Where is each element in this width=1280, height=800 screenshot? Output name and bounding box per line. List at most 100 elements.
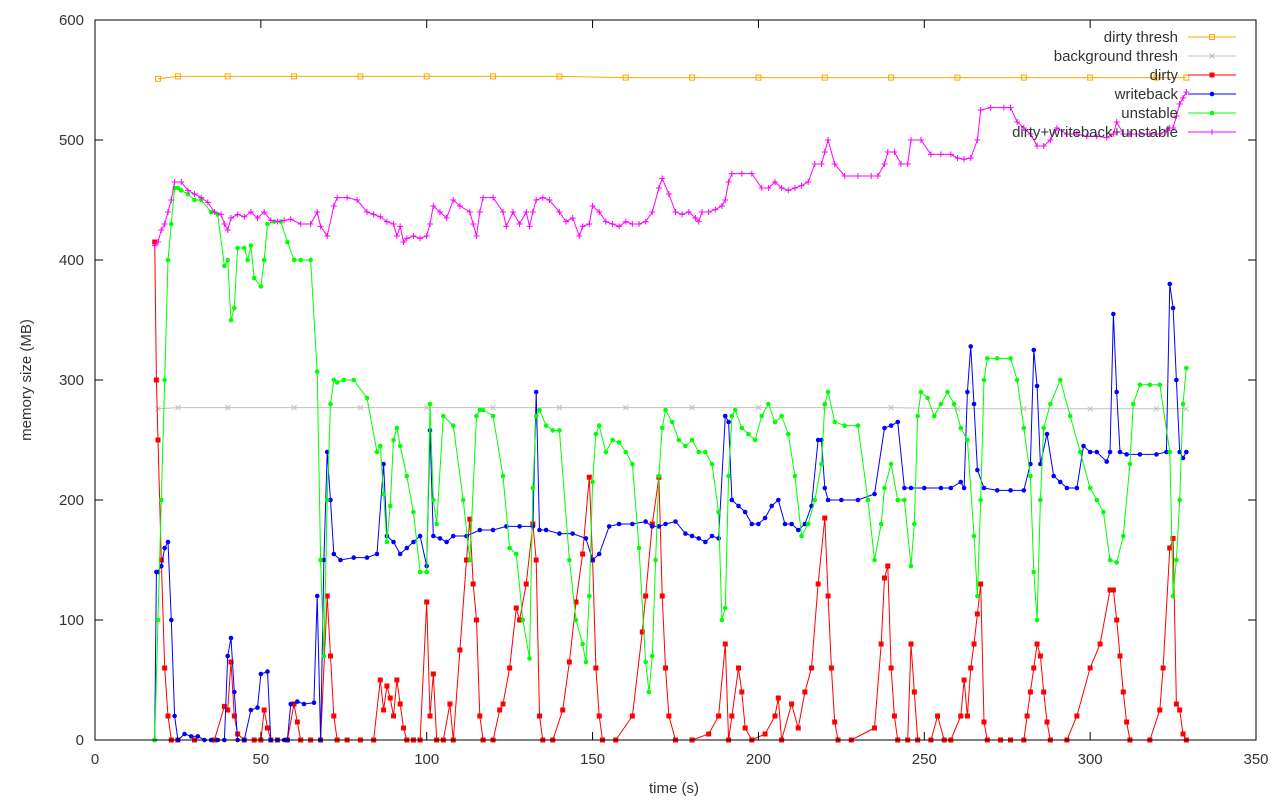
y-tick-label: 100	[59, 612, 84, 629]
data-point-writeback	[570, 531, 575, 536]
data-point-dirty	[772, 713, 778, 719]
data-point-dirty-writeback-unstable	[476, 209, 483, 215]
data-point-unstable	[759, 413, 765, 419]
data-point-writeback	[295, 699, 300, 704]
data-point-dirty	[457, 647, 463, 653]
data-point-writeback	[1104, 459, 1110, 464]
data-point-dirty-writeback-unstable	[274, 218, 281, 225]
data-point-unstable	[168, 221, 174, 227]
data-point-dirty	[888, 665, 894, 671]
data-point-unstable	[1034, 617, 1040, 623]
data-point-dirty	[155, 437, 161, 443]
x-axis-label: time (s)	[649, 780, 699, 797]
data-point-dirty-writeback-unstable	[1053, 125, 1060, 131]
data-point-dirty	[828, 665, 834, 671]
legend-item-unstable: unstable	[1121, 105, 1236, 122]
data-point-writeback	[248, 707, 254, 713]
data-point-dirty	[264, 725, 270, 731]
data-point-dirty-writeback-unstable	[324, 233, 331, 239]
data-point-dirty-thresh	[1153, 74, 1160, 81]
data-point-dirty	[1074, 713, 1080, 719]
data-point-writeback	[643, 519, 648, 524]
data-point-dirty	[639, 629, 645, 635]
data-point-writeback	[1044, 431, 1050, 437]
data-point-dirty	[881, 575, 887, 581]
data-point-dirty-writeback-unstable	[466, 209, 473, 215]
data-point-writeback	[1008, 488, 1013, 493]
data-point-unstable	[812, 497, 818, 503]
data-point-dirty	[872, 725, 878, 731]
data-point-dirty-writeback-unstable	[665, 191, 672, 197]
data-point-dirty	[935, 713, 941, 719]
data-point-unstable	[1008, 356, 1013, 361]
data-point-dirty-thresh	[954, 74, 961, 81]
data-point-dirty-thresh	[888, 74, 895, 81]
data-point-dirty-writeback-unstable	[364, 209, 371, 215]
data-point-writeback	[1057, 479, 1063, 485]
data-point-dirty-writeback-unstable	[403, 235, 410, 242]
data-point-unstable	[908, 563, 914, 569]
data-point-dirty-writeback-unstable	[579, 223, 586, 230]
data-point-unstable	[1014, 377, 1020, 383]
data-point-background-thresh	[357, 404, 364, 411]
legend-item-writeback: writeback	[1114, 86, 1236, 103]
data-point-unstable	[308, 257, 313, 263]
data-point-dirty-writeback-unstable	[1120, 131, 1127, 137]
data-point-unstable	[513, 551, 519, 557]
data-point-dirty	[586, 474, 592, 480]
data-point-dirty	[467, 516, 473, 522]
data-point-writeback	[795, 527, 801, 533]
data-point-dirty-writeback-unstable	[430, 203, 437, 209]
data-point-dirty-writeback-unstable	[218, 211, 225, 218]
data-point-dirty-writeback-unstable	[423, 233, 430, 239]
data-point-dirty	[377, 677, 383, 683]
data-point-unstable	[746, 431, 751, 437]
data-point-dirty-writeback-unstable	[184, 187, 191, 194]
data-point-writeback	[1087, 449, 1093, 455]
data-point-writeback	[301, 701, 307, 707]
data-point-dirty-writeback-unstable	[937, 151, 944, 158]
data-point-unstable	[381, 491, 386, 497]
data-point-dirty	[573, 599, 579, 605]
data-point-dirty-writeback-unstable	[685, 209, 692, 215]
data-point-writeback	[1107, 449, 1113, 455]
data-point-unstable	[480, 407, 486, 413]
data-point-writeback	[1081, 443, 1086, 449]
data-point-dirty-writeback-unstable	[171, 179, 178, 185]
data-point-dirty-writeback-unstable	[417, 235, 424, 242]
data-point-unstable	[394, 425, 400, 431]
data-point-writeback	[596, 551, 602, 557]
data-point-dirty-writeback-unstable	[659, 175, 666, 182]
data-point-dirty-writeback-unstable	[191, 191, 198, 197]
data-point-unstable	[709, 461, 715, 467]
data-point-dirty-writeback-unstable	[854, 173, 861, 179]
data-point-writeback	[938, 485, 944, 491]
data-point-unstable	[1031, 569, 1037, 575]
data-point-writeback	[182, 731, 187, 737]
data-point-dirty-thresh	[1183, 74, 1190, 81]
data-point-dirty-writeback-unstable	[533, 197, 540, 203]
data-point-dirty-writeback-unstable	[503, 223, 510, 230]
data-point-unstable	[716, 509, 721, 515]
data-point-unstable	[318, 557, 323, 563]
data-point-unstable	[1147, 382, 1153, 388]
x-tick-label: 250	[912, 751, 937, 768]
data-point-writeback	[404, 545, 410, 551]
data-point-dirty-writeback-unstable	[898, 161, 905, 167]
legend-marker	[1209, 129, 1215, 135]
data-point-dirty-writeback-unstable	[679, 211, 686, 218]
data-point-writeback	[162, 545, 167, 551]
data-point-dirty-writeback-unstable	[1083, 133, 1090, 140]
data-point-dirty-writeback-unstable	[523, 209, 530, 215]
data-point-writeback	[530, 524, 536, 529]
data-point-writeback	[616, 521, 622, 527]
data-point-writeback	[477, 527, 483, 533]
data-point-dirty	[1087, 665, 1093, 671]
data-point-unstable	[265, 221, 270, 227]
data-point-unstable	[985, 356, 990, 361]
data-point-writeback	[606, 524, 612, 529]
data-point-dirty-writeback-unstable	[738, 170, 745, 177]
data-point-dirty	[1044, 719, 1050, 725]
legend-label: background thresh	[1054, 48, 1178, 65]
data-point-unstable	[427, 401, 433, 407]
